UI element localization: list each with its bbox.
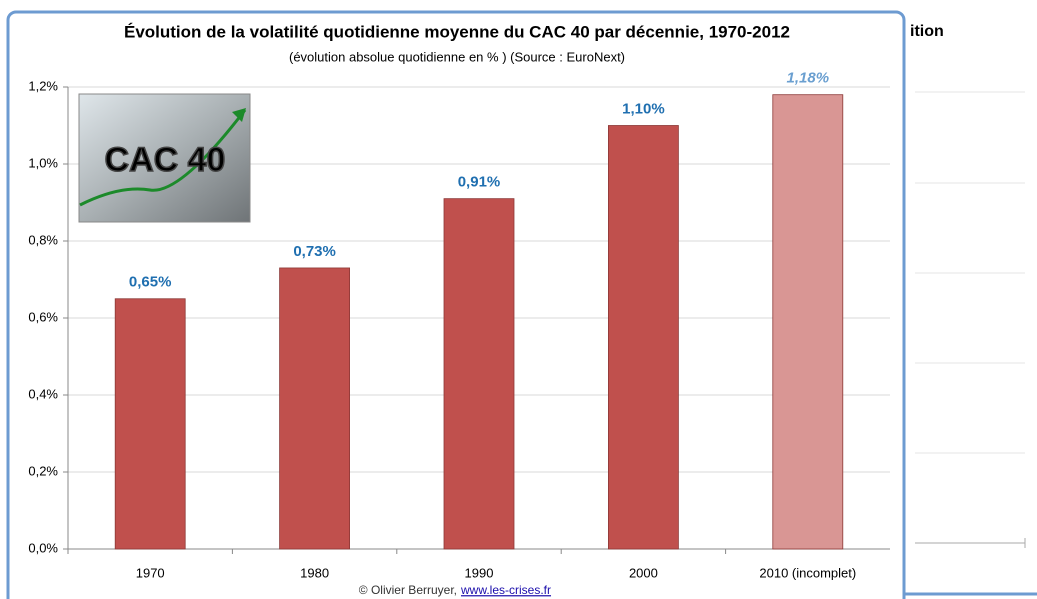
bar	[608, 126, 678, 550]
value-label: 0,65%	[129, 274, 172, 291]
value-label: 1,18%	[787, 70, 830, 87]
y-tick-label: 0,0%	[28, 540, 58, 555]
x-tick-label: 1970	[136, 565, 165, 580]
background-chart: ition	[905, 0, 1037, 599]
inset-label: CAC 40	[105, 141, 226, 179]
y-tick-label: 0,6%	[28, 309, 58, 324]
chart-title: Évolution de la volatilité quotidienne m…	[124, 22, 790, 41]
inset-image: CAC 40	[79, 94, 250, 222]
chart-subtitle: (évolution absolue quotidienne en % ) (S…	[289, 49, 625, 64]
page: {"chart_data": {"type": "bar", "title": …	[0, 0, 1037, 599]
value-label: 1,10%	[622, 100, 665, 117]
screen: ition Évolution de la volatilité quotidi…	[0, 0, 1037, 599]
credit: © Olivier Berruyer,	[359, 583, 457, 597]
y-tick-label: 1,2%	[28, 78, 58, 93]
y-tick-label: 0,8%	[28, 232, 58, 247]
bar	[115, 299, 185, 549]
credit-link[interactable]: www.les-crises.fr	[460, 583, 551, 597]
y-tick-label: 1,0%	[28, 155, 58, 170]
bar	[773, 95, 843, 549]
bar	[444, 199, 514, 549]
value-label: 0,91%	[458, 174, 501, 191]
background-title: ition	[910, 23, 944, 40]
x-tick-label: 1980	[300, 565, 329, 580]
x-tick-label: 2000	[629, 565, 658, 580]
bar	[280, 268, 350, 549]
x-tick-label: 2010 (incomplet)	[759, 565, 856, 580]
y-tick-label: 0,2%	[28, 463, 58, 478]
value-label: 0,73%	[293, 243, 336, 260]
y-tick-label: 0,4%	[28, 386, 58, 401]
background-panel	[905, 0, 1037, 599]
x-tick-label: 1990	[465, 565, 494, 580]
